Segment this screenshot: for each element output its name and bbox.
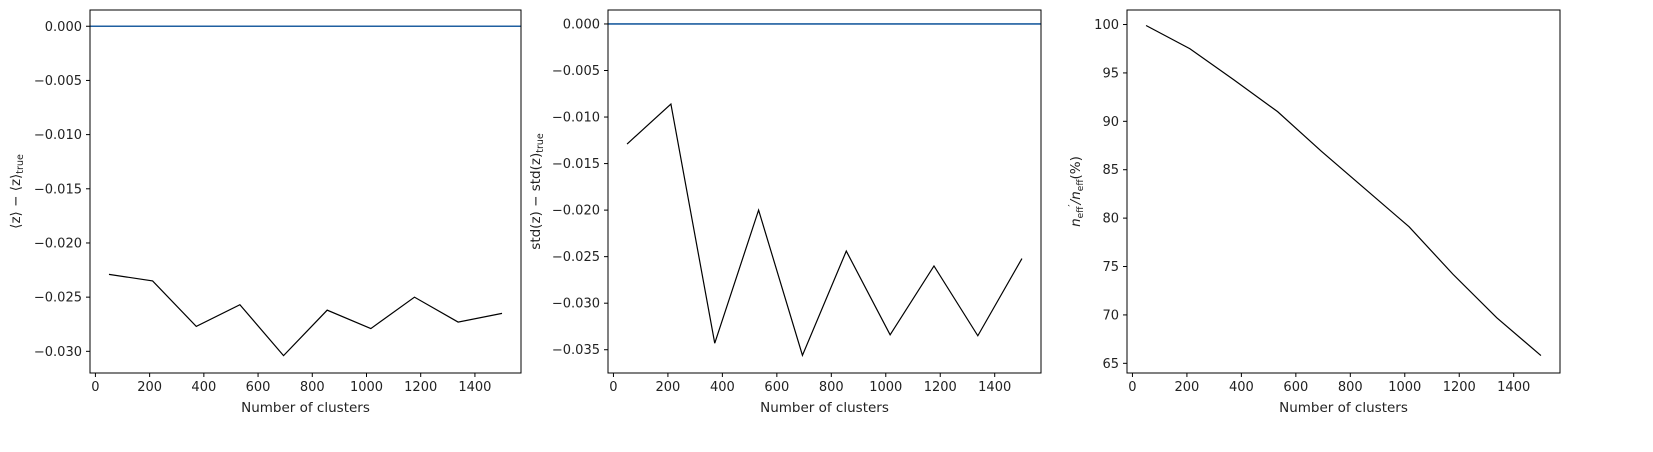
x-tick-label: 1000 bbox=[869, 380, 902, 395]
x-axis-label: Number of clusters bbox=[241, 400, 370, 416]
x-tick-label: 800 bbox=[300, 380, 325, 395]
x-axis-label: Number of clusters bbox=[760, 400, 889, 416]
x-tick-label: 1200 bbox=[924, 380, 957, 395]
x-tick-label: 200 bbox=[655, 380, 680, 395]
y-tick-label: −0.030 bbox=[552, 297, 600, 312]
x-tick-label: 0 bbox=[91, 380, 99, 395]
y-tick-label: 95 bbox=[1102, 66, 1119, 81]
y-tick-label: −0.030 bbox=[34, 345, 82, 360]
x-tick-label: 200 bbox=[1174, 380, 1199, 395]
y-tick-label: −0.025 bbox=[34, 291, 82, 306]
y-tick-label: −0.020 bbox=[552, 204, 600, 219]
x-tick-label: 0 bbox=[609, 380, 617, 395]
y-tick-label: −0.005 bbox=[34, 74, 82, 89]
y-tick-label: −0.015 bbox=[34, 182, 82, 197]
y-tick-label: −0.015 bbox=[552, 157, 600, 172]
x-tick-label: 600 bbox=[764, 380, 789, 395]
x-tick-label: 400 bbox=[191, 380, 216, 395]
x-tick-label: 200 bbox=[137, 380, 162, 395]
y-tick-label: −0.020 bbox=[34, 236, 82, 251]
x-tick-label: 800 bbox=[819, 380, 844, 395]
y-tick-label: 0.000 bbox=[563, 17, 600, 32]
y-tick-label: 90 bbox=[1102, 115, 1119, 130]
x-tick-label: 1200 bbox=[1443, 380, 1476, 395]
x-tick-label: 1400 bbox=[458, 380, 491, 395]
x-tick-label: 1000 bbox=[350, 380, 383, 395]
y-tick-label: −0.010 bbox=[34, 128, 82, 143]
y-tick-label: 100 bbox=[1094, 18, 1119, 33]
y-tick-label: −0.035 bbox=[552, 343, 600, 358]
x-tick-label: 0 bbox=[1128, 380, 1136, 395]
x-tick-label: 1000 bbox=[1388, 380, 1421, 395]
x-tick-label: 600 bbox=[246, 380, 271, 395]
x-tick-label: 800 bbox=[1338, 380, 1363, 395]
x-tick-label: 1400 bbox=[978, 380, 1011, 395]
x-tick-label: 400 bbox=[1229, 380, 1254, 395]
y-tick-label: 70 bbox=[1102, 308, 1119, 323]
y-tick-label: 0.000 bbox=[45, 20, 82, 35]
y-tick-label: −0.010 bbox=[552, 111, 600, 126]
y-tick-label: 80 bbox=[1102, 212, 1119, 227]
x-axis-label: Number of clusters bbox=[1279, 400, 1408, 416]
y-tick-label: 85 bbox=[1102, 163, 1119, 178]
y-tick-label: −0.025 bbox=[552, 250, 600, 265]
x-tick-label: 400 bbox=[710, 380, 735, 395]
x-tick-label: 1200 bbox=[404, 380, 437, 395]
y-tick-label: 65 bbox=[1102, 357, 1119, 372]
x-tick-label: 600 bbox=[1283, 380, 1308, 395]
x-tick-label: 1400 bbox=[1497, 380, 1530, 395]
y-tick-label: −0.005 bbox=[552, 64, 600, 79]
y-tick-label: 75 bbox=[1102, 260, 1119, 275]
